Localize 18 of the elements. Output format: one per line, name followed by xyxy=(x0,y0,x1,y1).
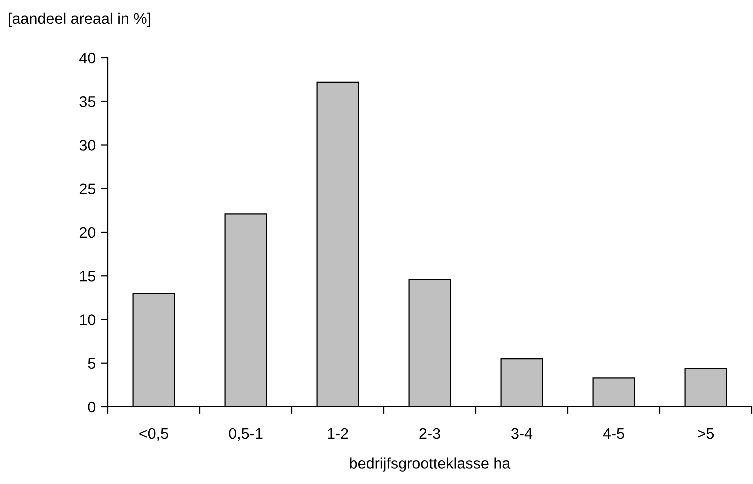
x-tick-label: 3-4 xyxy=(512,428,533,440)
x-tick-label: 4-5 xyxy=(603,428,624,440)
x-tick-label: >5 xyxy=(698,428,714,440)
y-tick-label: 5 xyxy=(88,358,96,370)
x-axis-title: bedrijfsgrootteklasse ha xyxy=(350,458,511,472)
x-tick-label: 1-2 xyxy=(328,428,348,440)
y-tick-label: 20 xyxy=(80,227,96,238)
y-tick-label: 30 xyxy=(80,140,96,151)
y-tick-label: 10 xyxy=(80,314,96,326)
y-axis-title: [aandeel areaal in %] xyxy=(9,12,150,28)
y-tick-label: 0 xyxy=(88,402,96,413)
y-tick-label: 40 xyxy=(80,52,96,64)
x-tick-label: 0,5-1 xyxy=(229,428,263,441)
y-tick-label: 35 xyxy=(80,96,96,108)
y-tick-label: 25 xyxy=(80,184,96,195)
x-tick-label: <0,5 xyxy=(140,428,168,441)
y-tick-label: 15 xyxy=(80,271,96,282)
x-tick-label: 2-3 xyxy=(420,428,440,440)
